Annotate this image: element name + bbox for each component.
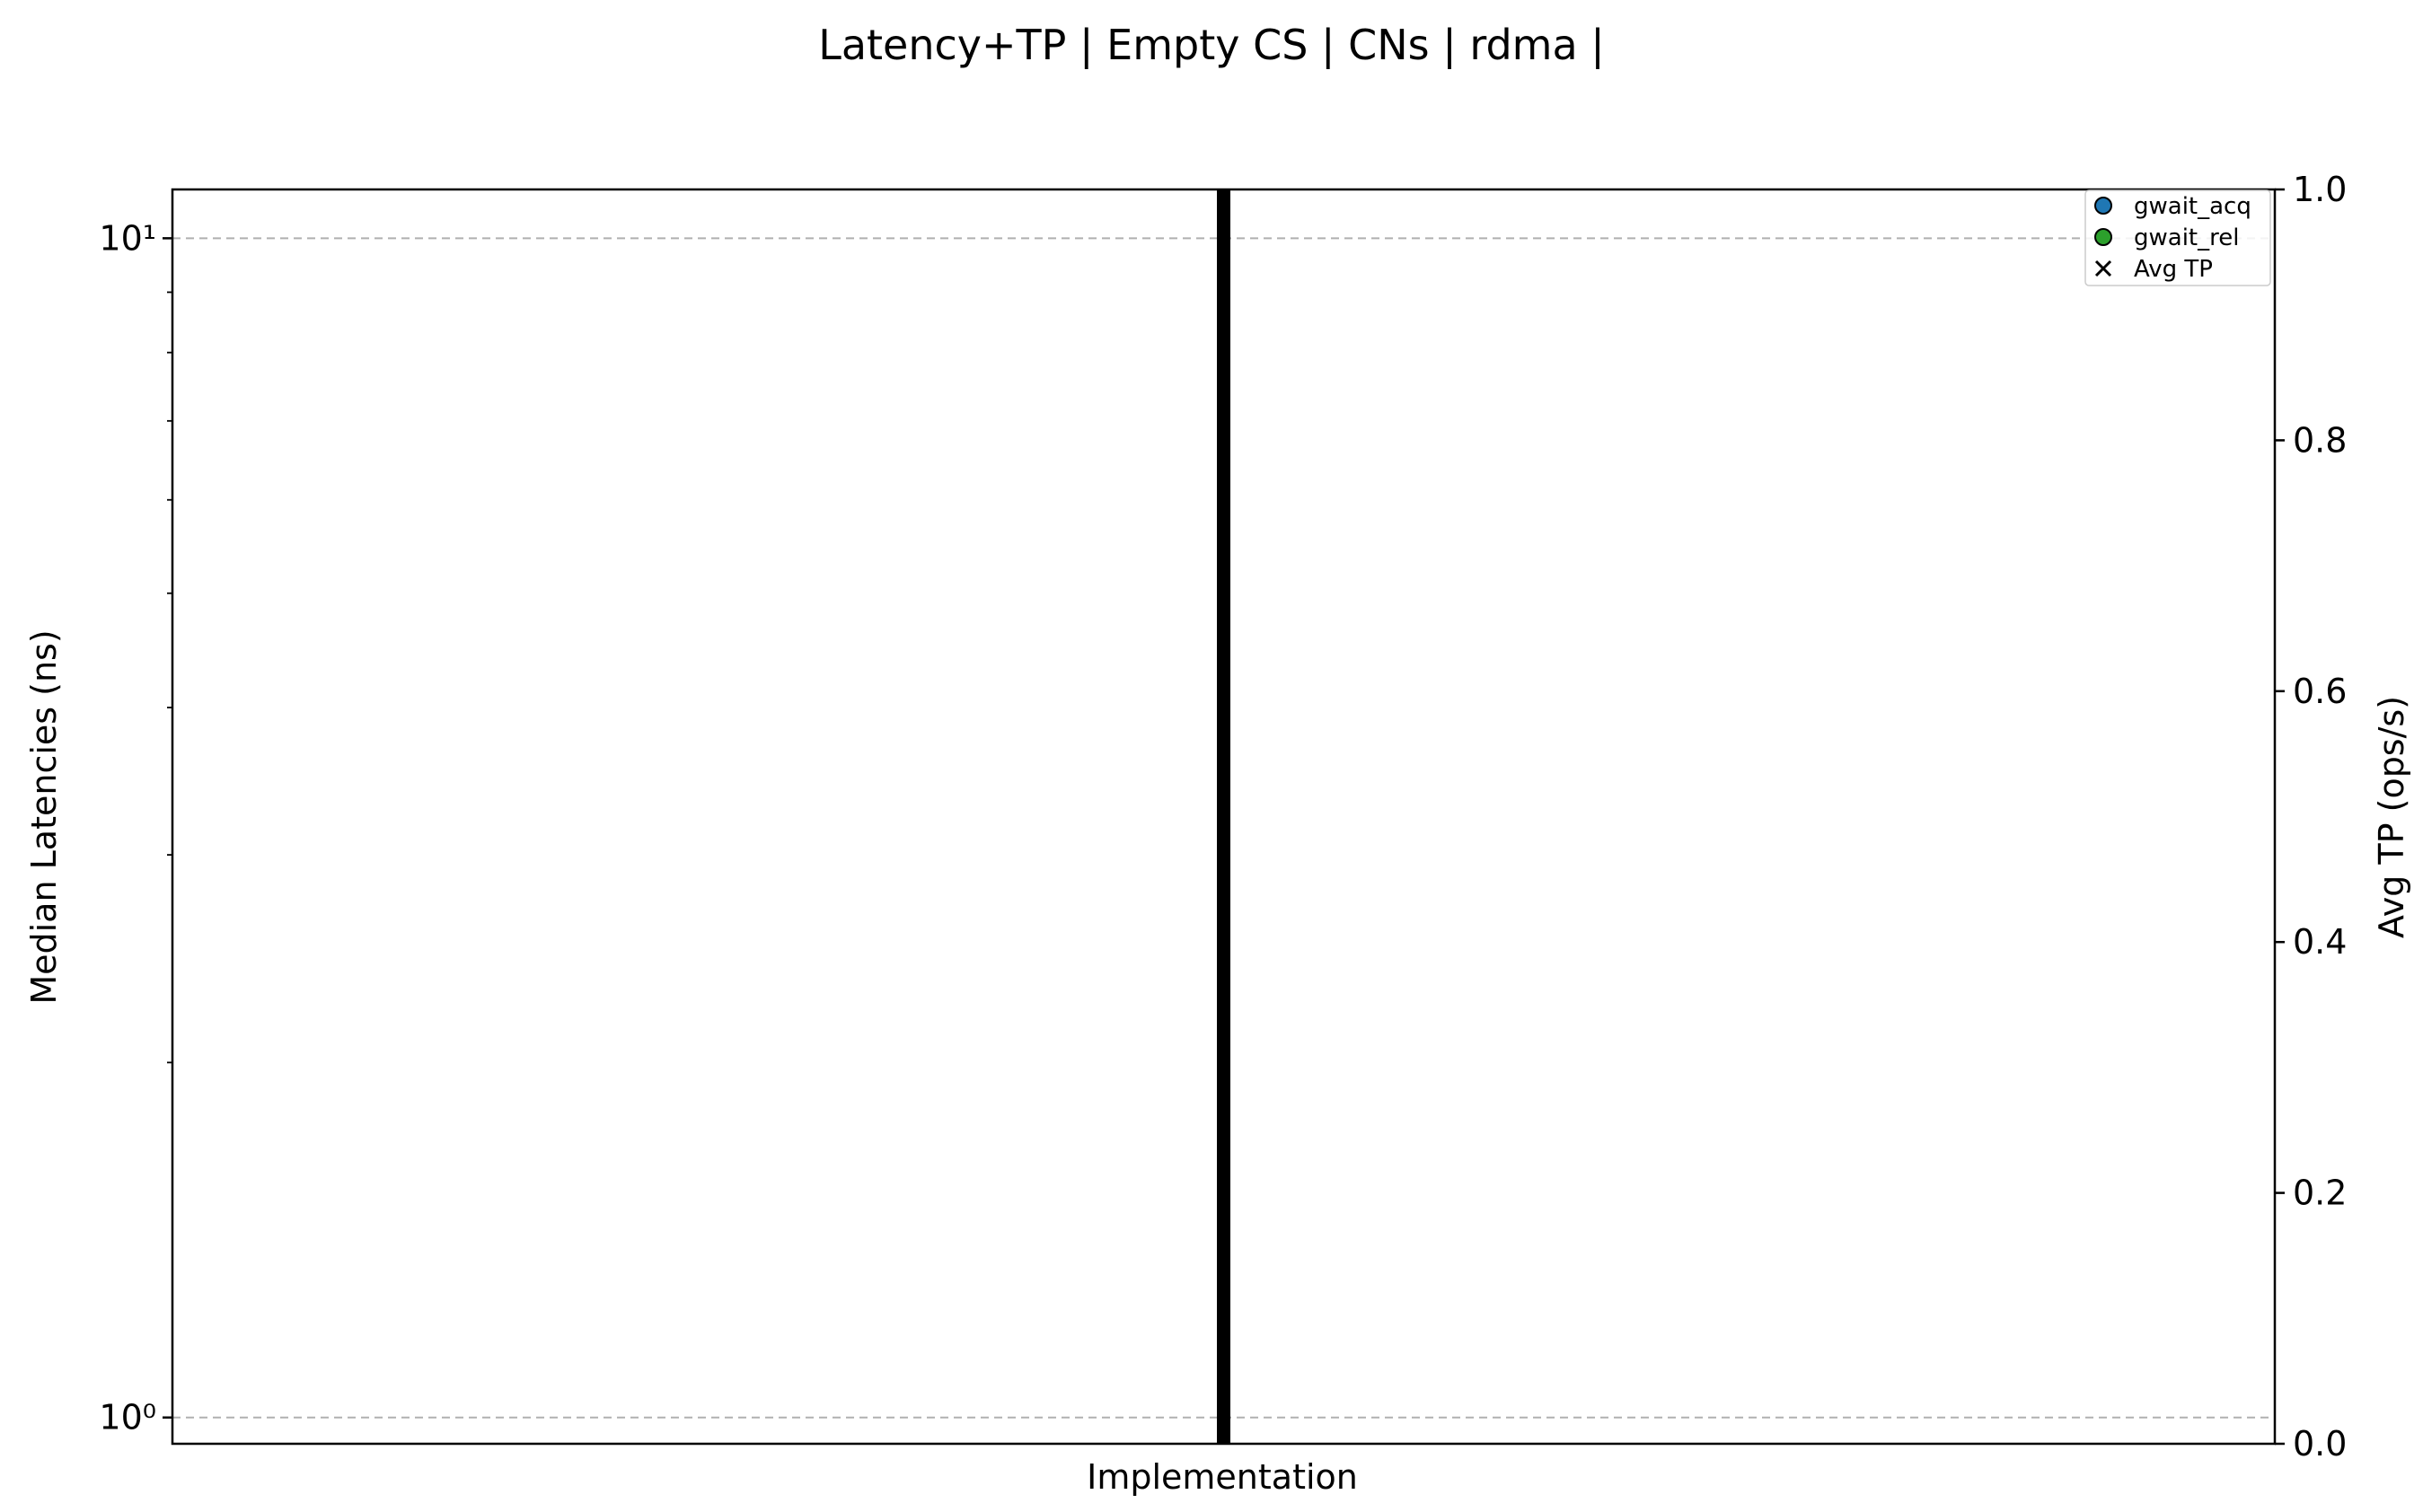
legend-marker-gwait-acq xyxy=(2094,197,2112,215)
chart-title: Latency+TP | Empty CS | CNs | rdma | xyxy=(818,21,1605,70)
legend-label-avg-tp: Avg TP xyxy=(2134,256,2213,283)
y2-tick-label: 0.8 xyxy=(2293,420,2347,460)
legend-marker-gwait-rel xyxy=(2094,228,2112,246)
y2-tick-label: 0.2 xyxy=(2293,1174,2347,1213)
y2-tick-label: 0.0 xyxy=(2293,1424,2347,1464)
legend-marker-avg-tp xyxy=(2094,259,2112,277)
legend: gwait_acq gwait_rel Avg TP xyxy=(2084,189,2271,286)
legend-label-gwait-rel: gwait_rel xyxy=(2134,224,2239,251)
y-tick-label: 10⁰ xyxy=(99,1398,156,1437)
y2-axis-label: Avg TP (ops/s) xyxy=(2372,696,2411,938)
plot-area-frame xyxy=(171,188,2277,1446)
y2-tick-label: 0.4 xyxy=(2293,922,2347,962)
y2-tick-label: 1.0 xyxy=(2293,170,2347,209)
y-axis-ticks: 10⁰ 10¹ xyxy=(99,218,172,1437)
y2-tick-label: 0.6 xyxy=(2293,672,2347,711)
legend-label-gwait-acq: gwait_acq xyxy=(2134,193,2251,220)
y2-axis-ticks: 0.0 0.2 0.4 0.6 0.8 1.0 xyxy=(2275,170,2347,1464)
y-axis-label: Median Latencies (ns) xyxy=(24,629,64,1004)
x-axis-label: Implementation xyxy=(1087,1457,1358,1497)
y-tick-label: 10¹ xyxy=(99,218,156,258)
legend-box xyxy=(2084,189,2271,286)
